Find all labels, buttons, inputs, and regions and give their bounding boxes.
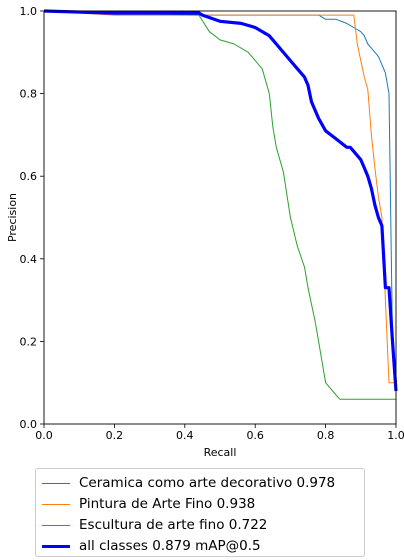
x-tick-label: 0.4 (176, 429, 194, 442)
series-line-2 (43, 10, 396, 384)
legend-item: all classes 0.879 mAP@0.5 (42, 536, 261, 556)
y-tick-label: 0.4 (20, 253, 38, 266)
plot-frame (43, 10, 397, 425)
chart-legend: Ceramica como arte decorativo 0.978 Pintu… (35, 468, 365, 557)
legend-label: Pintura de Arte Fino 0.938 (79, 496, 256, 512)
x-axis: 0.0 0.2 0.4 0.6 0.8 1.0 (35, 424, 404, 442)
series-line-1 (44, 10, 397, 392)
legend-item: Pintura de Arte Fino 0.938 (42, 494, 255, 514)
series-line-4 (43, 9, 398, 392)
legend-label: Escultura de arte fino 0.722 (79, 517, 268, 533)
y-tick-label: 0.6 (20, 170, 38, 183)
x-tick-label: 1.0 (387, 429, 404, 442)
plot-lines (43, 9, 398, 400)
x-tick-label: 0.0 (35, 429, 53, 442)
legend-item: Escultura de arte fino 0.722 (42, 515, 267, 535)
y-tick-label: 0.2 (20, 335, 38, 348)
x-tick-label: 0.6 (246, 429, 264, 442)
series-line-3 (43, 10, 396, 400)
legend-label: all classes 0.879 mAP@0.5 (79, 538, 261, 554)
y-tick-label: 0.0 (20, 418, 38, 431)
x-tick-label: 0.2 (106, 429, 124, 442)
x-axis-label: Recall (204, 446, 237, 459)
pr-curve-chart: 0.0 0.2 0.4 0.6 0.8 1.0 0.0 0.2 0.4 0.6 0.8 1.0 Re… (6, 5, 404, 459)
x-tick-label: 0.8 (317, 429, 335, 442)
y-tick-label: 0.8 (20, 88, 38, 101)
legend-swatch (42, 544, 70, 548)
y-axis: 0.0 0.2 0.4 0.6 0.8 1.0 (20, 5, 44, 431)
legend-item: Ceramica como arte decorativo 0.978 (42, 473, 335, 493)
legend-swatch (42, 503, 70, 505)
legend-label: Ceramica como arte decorativo 0.978 (79, 475, 336, 491)
y-axis-label: Precision (6, 193, 19, 242)
y-tick-label: 1.0 (20, 5, 38, 18)
legend-swatch (42, 482, 70, 484)
legend-swatch (42, 524, 70, 526)
